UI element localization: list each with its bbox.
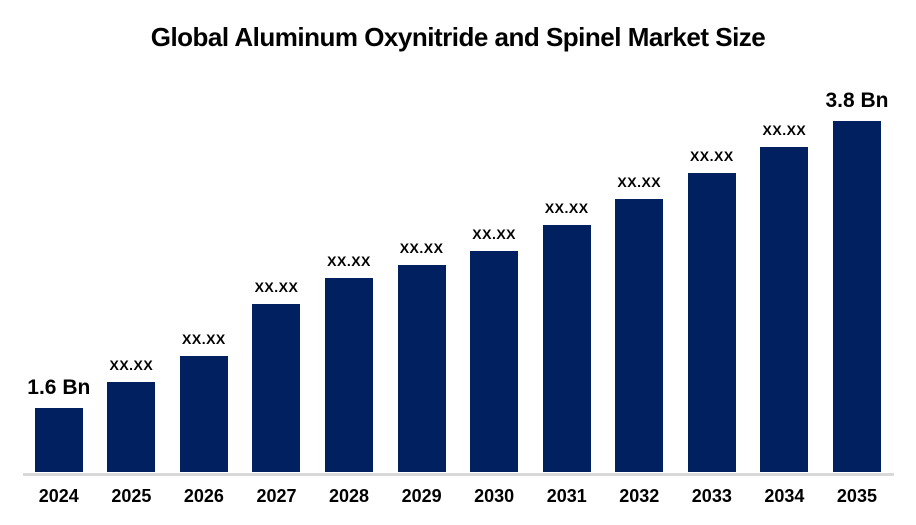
- bar-2027: [252, 303, 301, 472]
- x-tick-label-2031: 2031: [546, 486, 587, 506]
- bar-2031: [542, 225, 591, 472]
- x-tick-label-2033: 2033: [691, 486, 732, 506]
- bar-2032: [615, 199, 664, 472]
- bar-value-label-2024: 1.6 Bn: [27, 376, 91, 400]
- bar-value-label-2025: XX.XX: [109, 356, 154, 373]
- bar-2033: [687, 173, 736, 472]
- bar-2026: [179, 355, 228, 472]
- x-tick-label-2024: 2024: [38, 486, 79, 506]
- bar-2024: [34, 408, 83, 472]
- bar-2028: [325, 277, 374, 472]
- bar-value-label-2030: XX.XX: [472, 226, 517, 243]
- bar-2035: [832, 120, 881, 472]
- x-tick-label-2029: 2029: [401, 486, 442, 506]
- bar-value-label-2034: XX.XX: [762, 122, 807, 139]
- bar-value-label-2026: XX.XX: [182, 330, 226, 347]
- bar-value-label-2028: XX.XX: [327, 252, 371, 269]
- x-tick-label-2025: 2025: [111, 486, 152, 506]
- bar-value-label-2031: XX.XX: [544, 200, 589, 217]
- x-axis-line: [23, 473, 894, 476]
- bar-value-label-2029: XX.XX: [399, 239, 444, 256]
- bar-2030: [470, 251, 519, 472]
- x-tick-label-2028: 2028: [329, 486, 370, 506]
- bar-2034: [760, 147, 809, 472]
- x-tick-label-2035: 2035: [836, 486, 877, 506]
- bar-value-label-2032: XX.XX: [617, 174, 662, 191]
- bar-value-label-2027: XX.XX: [254, 278, 299, 295]
- x-tick-label-2034: 2034: [764, 486, 805, 506]
- x-tick-label-2030: 2030: [474, 486, 515, 506]
- bar-2025: [107, 381, 156, 472]
- x-tick-label-2032: 2032: [619, 486, 660, 506]
- bar-2029: [397, 264, 446, 472]
- bar-value-label-2035: 3.8 Bn: [825, 88, 889, 112]
- x-tick-label-2026: 2026: [183, 486, 224, 506]
- chart-title: Global Aluminum Oxynitride and Spinel Ma…: [150, 22, 766, 52]
- bar-value-label-2033: XX.XX: [689, 148, 734, 165]
- x-tick-label-2027: 2027: [256, 486, 297, 506]
